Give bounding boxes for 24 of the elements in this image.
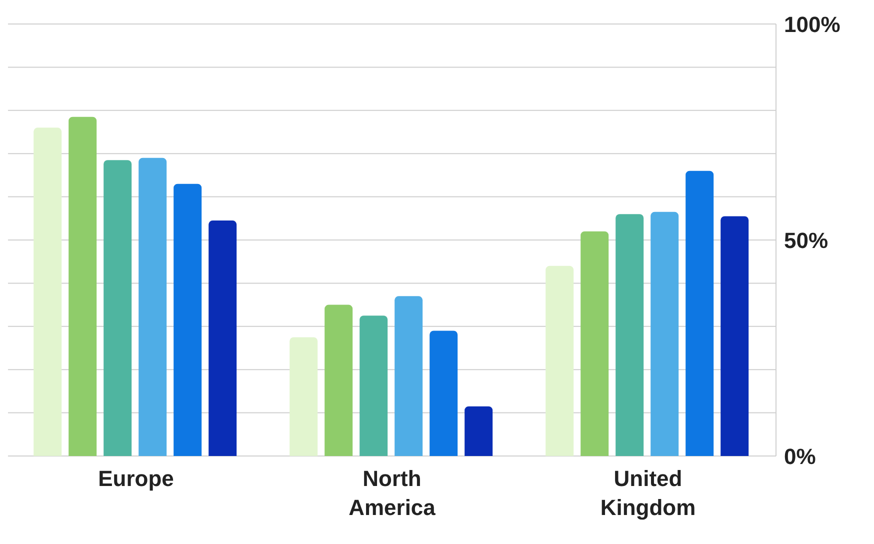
bar — [324, 304, 353, 456]
bar — [546, 266, 574, 456]
bar — [616, 214, 644, 456]
x-tick-label: Europe — [98, 466, 174, 491]
bar — [650, 212, 679, 456]
x-tick-label: United Kingdom — [600, 466, 696, 520]
bar — [104, 160, 132, 456]
bar — [686, 170, 714, 456]
y-tick-label: 0% — [784, 444, 816, 469]
bar — [208, 220, 237, 456]
bar — [34, 128, 62, 456]
bar — [174, 184, 202, 456]
bar — [290, 337, 318, 456]
bar — [138, 158, 167, 456]
y-tick-label: 100% — [784, 12, 840, 37]
bar — [360, 316, 388, 456]
bar — [394, 296, 423, 456]
bar — [464, 406, 493, 456]
y-tick-label: 50% — [784, 228, 828, 253]
bar — [580, 231, 609, 456]
x-tick-label: North America — [348, 466, 436, 520]
bar — [720, 216, 749, 456]
bar — [430, 330, 458, 456]
bar — [68, 116, 97, 456]
